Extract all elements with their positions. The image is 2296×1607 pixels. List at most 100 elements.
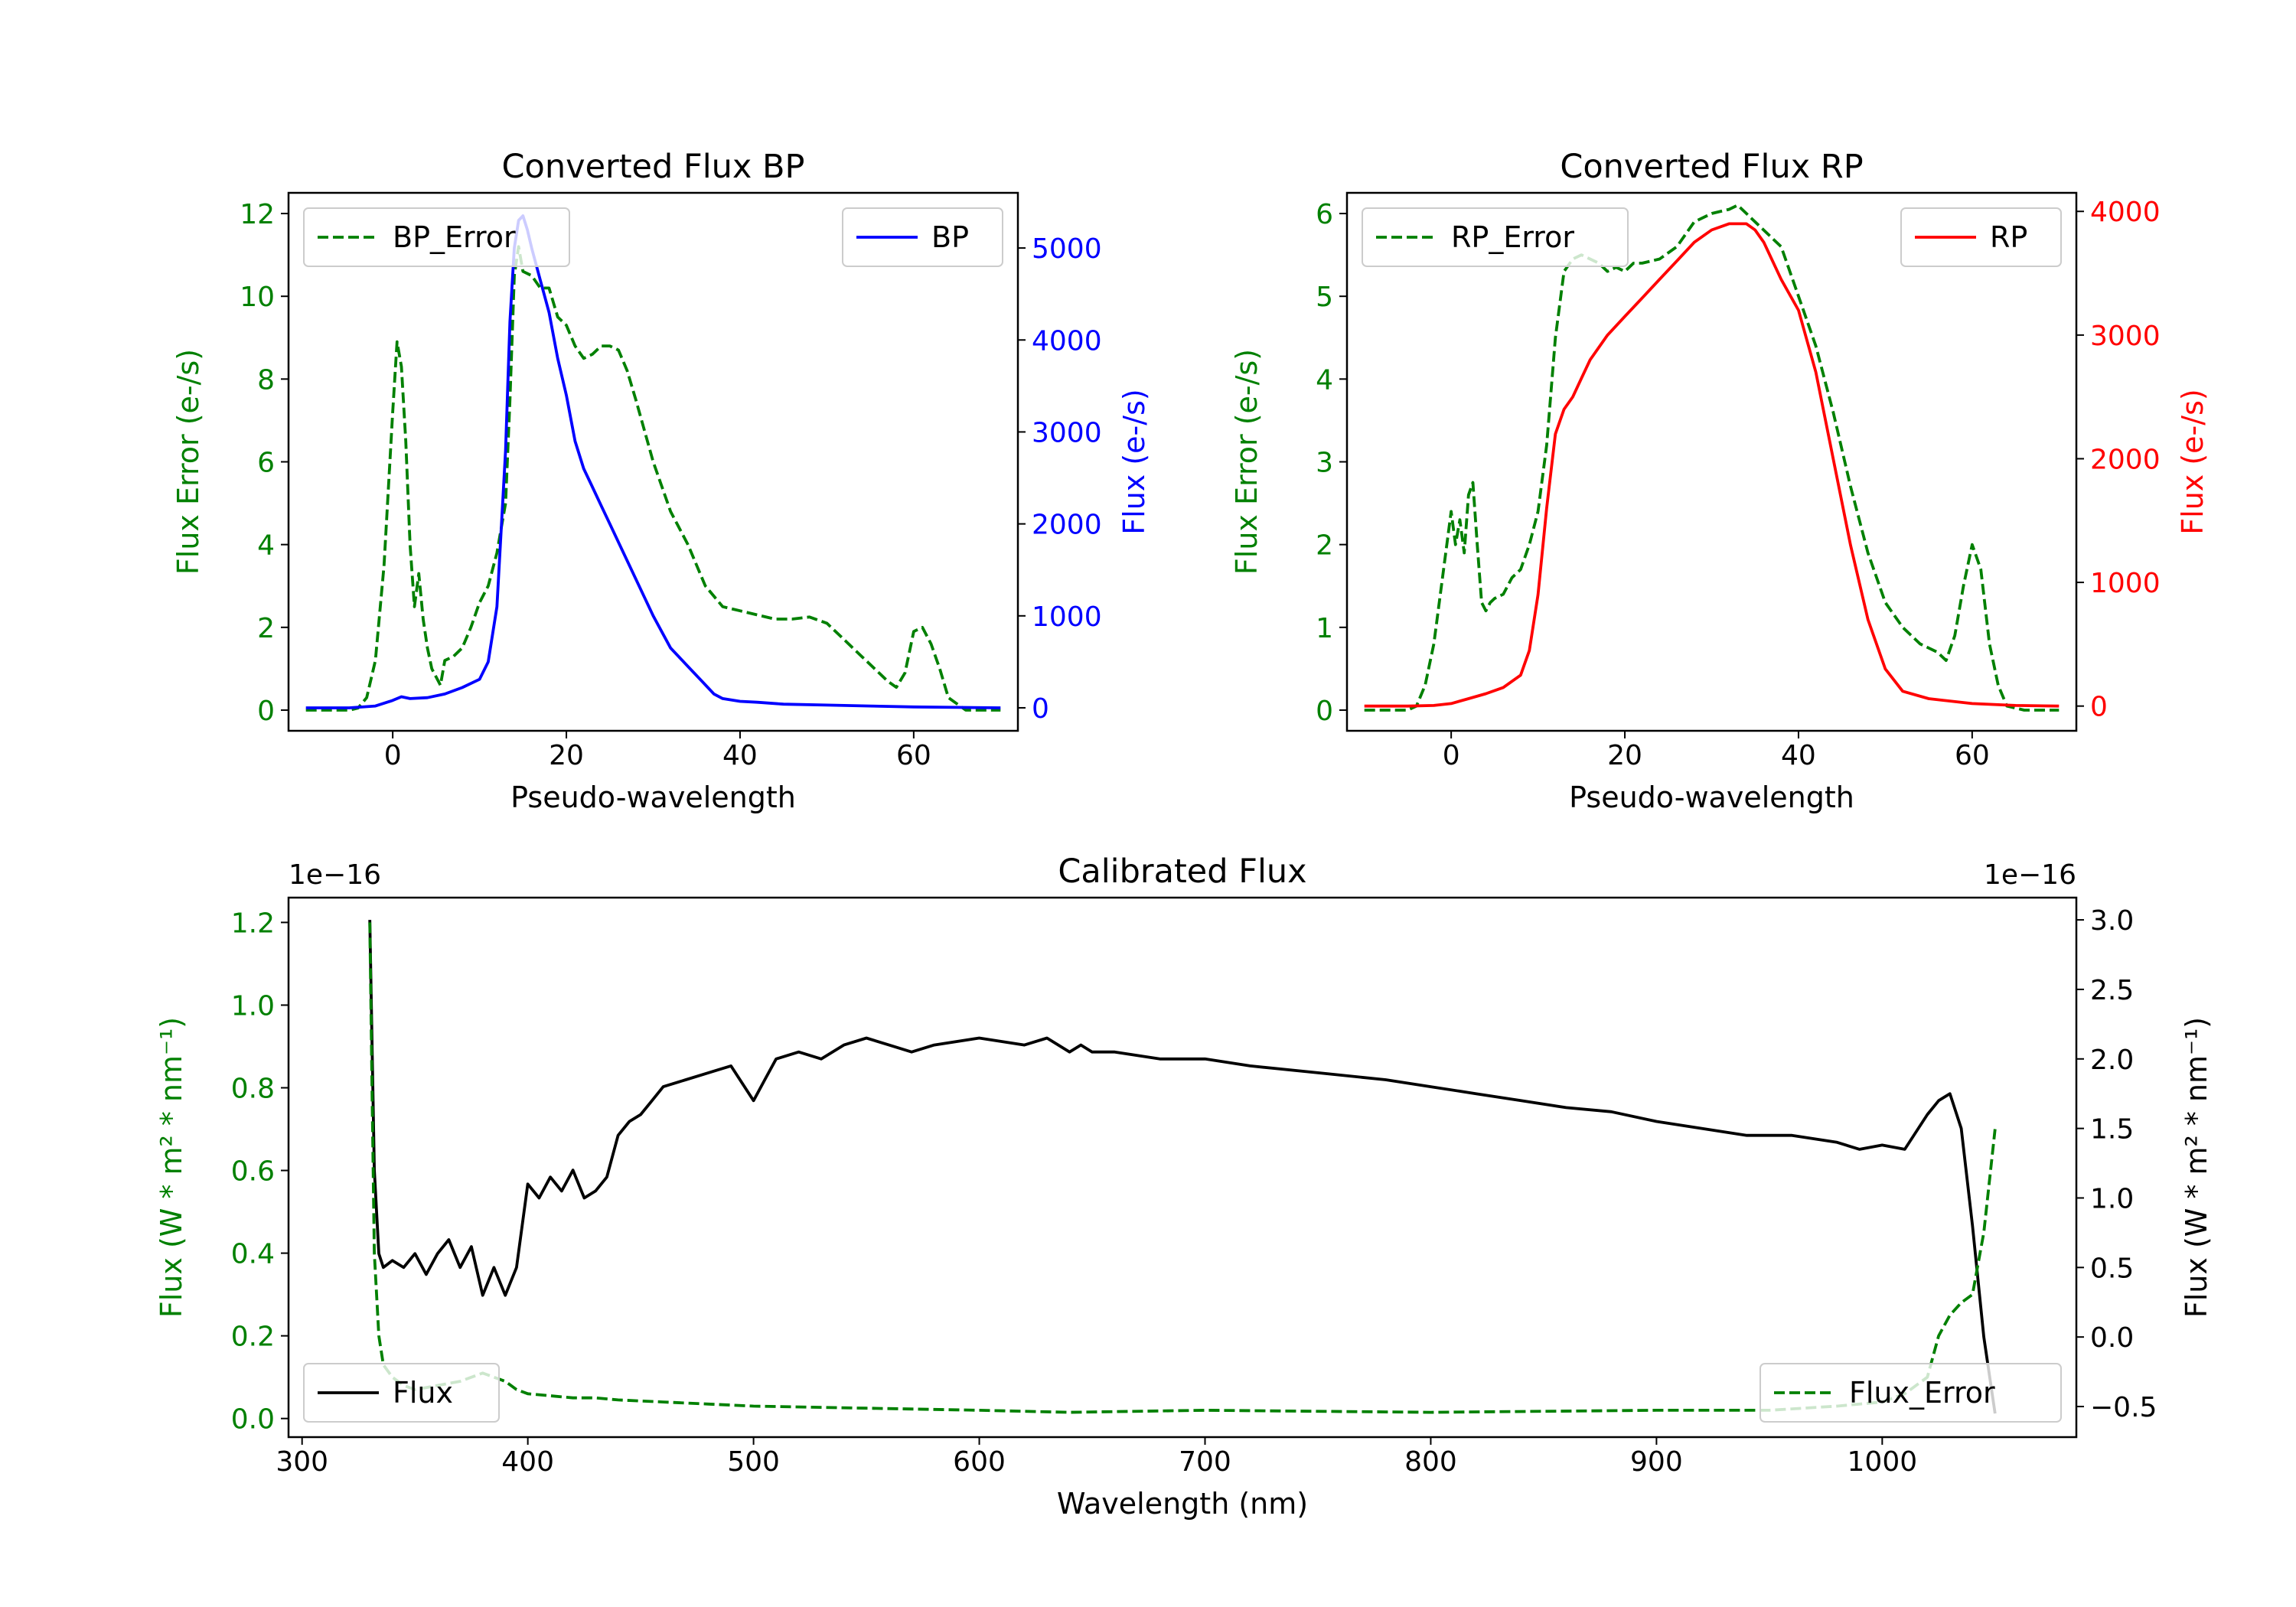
y-left-tick-label: 10 xyxy=(240,282,275,313)
legend-bp_error: BP_Error xyxy=(303,207,570,267)
y-left-tick-label: 5 xyxy=(1316,282,1333,313)
x-tick-label: 500 xyxy=(727,1446,780,1478)
y-left-tick-label: 3 xyxy=(1316,448,1333,479)
series-line-flux xyxy=(368,920,1997,1414)
y-left-axis-label: Flux (W * m² * nm⁻¹) xyxy=(155,1017,188,1318)
legend-bp: BP xyxy=(842,207,1003,267)
x-tick-label: 20 xyxy=(549,740,584,771)
y-right-tick-label: 2000 xyxy=(2090,444,2161,475)
x-tick-label: 40 xyxy=(1781,740,1816,771)
legend-label-flux_error: Flux_Error xyxy=(1849,1376,1995,1410)
y-right-tick-label: 2000 xyxy=(1032,510,1102,541)
legend-box xyxy=(842,207,1003,267)
y-right-offset-label: 1e−16 xyxy=(1984,859,2076,891)
y-left-tick-label: 0.8 xyxy=(231,1074,275,1105)
legend-box xyxy=(1900,207,2062,267)
x-tick-label: 40 xyxy=(722,740,758,771)
x-axis-label: Pseudo-wavelength xyxy=(1569,781,1854,814)
y-left-tick-label: 2 xyxy=(1316,530,1333,562)
y-right-axis-label: Flux (e-/s) xyxy=(1117,389,1151,534)
series-line-bp_error xyxy=(305,245,1001,712)
y-right-axis-label: Flux (e-/s) xyxy=(2176,389,2210,534)
series-line-rp_error xyxy=(1364,204,2060,712)
legend-label-flux: Flux xyxy=(393,1376,453,1410)
y-left-tick-label: 4 xyxy=(257,530,275,562)
y-left-tick-label: 1.0 xyxy=(231,990,275,1022)
y-right-tick-label: 0.5 xyxy=(2090,1253,2134,1284)
x-tick-label: 60 xyxy=(1955,740,1990,771)
x-axis-label: Pseudo-wavelength xyxy=(510,781,796,814)
x-tick-label: 800 xyxy=(1404,1446,1457,1478)
x-tick-label: 300 xyxy=(276,1446,328,1478)
y-left-tick-label: 6 xyxy=(257,448,275,479)
y-right-tick-label: 3.0 xyxy=(2090,905,2134,937)
y-left-tick-label: 0.4 xyxy=(231,1239,275,1270)
x-tick-label: 20 xyxy=(1607,740,1642,771)
legend-flux_error: Flux_Error xyxy=(1760,1363,2062,1423)
series-group xyxy=(305,214,1001,712)
chart-bp: 0 20 40 60 0 2 4 6 8 10 12 0 1000 2000 3000 4000 5000 Con… xyxy=(171,148,1151,814)
legend-label-rp_error: RP_Error xyxy=(1451,220,1574,254)
chart-title: Converted Flux BP xyxy=(502,148,805,186)
y-left-tick-label: 0.2 xyxy=(231,1322,275,1353)
series-group xyxy=(1364,204,2060,712)
y-left-axis-label: Flux Error (e-/s) xyxy=(171,349,205,575)
legend-label-rp: RP xyxy=(1990,220,2027,254)
y-right-tick-label: 0 xyxy=(1032,693,1049,725)
y-right-tick-label: 3000 xyxy=(2090,321,2161,352)
y-right-tick-label: 0.0 xyxy=(2090,1322,2134,1354)
y-right-tick-label: 5000 xyxy=(1032,233,1102,265)
x-tick-label: 400 xyxy=(501,1446,554,1478)
y-right-tick-label: −0.5 xyxy=(2090,1392,2157,1423)
y-left-tick-label: 0 xyxy=(257,696,275,727)
x-tick-label: 0 xyxy=(1443,740,1460,771)
y-left-tick-label: 4 xyxy=(1316,364,1333,396)
x-tick-label: 60 xyxy=(896,740,931,771)
x-tick-label: 700 xyxy=(1179,1446,1231,1478)
legend-box xyxy=(1760,1363,2062,1423)
x-axis-label: Wavelength (nm) xyxy=(1057,1487,1308,1521)
legend-box xyxy=(303,207,570,267)
y-left-tick-label: 0.0 xyxy=(231,1404,275,1436)
y-right-tick-label: 2.0 xyxy=(2090,1045,2134,1076)
y-left-tick-label: 0.6 xyxy=(231,1156,275,1188)
y-right-tick-label: 4000 xyxy=(2090,197,2161,228)
y-right-tick-label: 1.5 xyxy=(2090,1114,2134,1146)
y-left-tick-label: 12 xyxy=(240,199,275,230)
legend-flux: Flux xyxy=(303,1363,500,1423)
x-tick-label: 1000 xyxy=(1848,1446,1918,1478)
legend-box xyxy=(1362,207,1629,267)
chart-rp: 0 20 40 60012345601000200030004000Converted… xyxy=(1230,148,2210,814)
y-right-tick-label: 0 xyxy=(2090,692,2108,723)
y-left-tick-label: 0 xyxy=(1316,696,1333,727)
legend-label-bp_error: BP_Error xyxy=(393,220,516,254)
y-right-tick-label: 1.0 xyxy=(2090,1183,2134,1214)
y-right-tick-label: 4000 xyxy=(1032,325,1102,357)
y-left-tick-label: 1.2 xyxy=(231,908,275,939)
y-right-axis-label: Flux (W * m² * nm⁻¹) xyxy=(2180,1017,2213,1318)
legend-box xyxy=(303,1363,500,1423)
plot-frame xyxy=(287,896,2078,1439)
legend-rp_error: RP_Error xyxy=(1362,207,1629,267)
y-left-tick-label: 1 xyxy=(1316,613,1333,644)
y-left-tick-label: 2 xyxy=(257,613,275,644)
chart-title: Calibrated Flux xyxy=(1058,852,1306,891)
y-right-tick-label: 2.5 xyxy=(2090,975,2134,1006)
y-left-tick-label: 8 xyxy=(257,364,275,396)
x-tick-label: 900 xyxy=(1630,1446,1683,1478)
chart-calibrated: 300 400 500 600 700 800 900 1000 0.0 0.2 0.4 0.6 0.8… xyxy=(155,852,2213,1521)
y-right-tick-label: 1000 xyxy=(1032,601,1102,633)
y-right-tick-label: 3000 xyxy=(1032,417,1102,448)
y-left-axis-label: Flux Error (e-/s) xyxy=(1230,349,1264,575)
chart-title: Converted Flux RP xyxy=(1560,148,1863,186)
series-line-rp xyxy=(1364,222,2060,708)
legend-label-bp: BP xyxy=(931,220,969,254)
legend-rp: RP xyxy=(1900,207,2062,267)
x-tick-label: 0 xyxy=(384,740,402,771)
y-left-offset-label: 1e−16 xyxy=(289,859,381,891)
x-tick-label: 600 xyxy=(953,1446,1006,1478)
series-line-bp xyxy=(305,214,1001,709)
y-right-tick-label: 1000 xyxy=(2090,568,2161,599)
